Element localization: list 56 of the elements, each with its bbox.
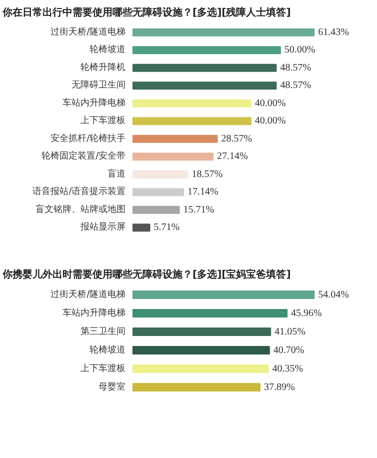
- data-label: 40.00%: [254, 116, 286, 127]
- data-label: 45.96%: [291, 308, 322, 319]
- bar: [132, 290, 315, 299]
- bar: [132, 82, 277, 90]
- data-label: 61.43%: [318, 26, 349, 38]
- data-label: 40.70%: [273, 344, 304, 356]
- bar: [132, 28, 315, 36]
- y-tick-label: 盲道: [108, 168, 126, 180]
- data-label: 40.35%: [272, 363, 304, 374]
- y-tick-label: 轮椅坡道: [90, 344, 126, 356]
- bar: [132, 117, 252, 126]
- y-tick-label: 母婴室: [98, 381, 126, 392]
- data-label: 40.00%: [254, 98, 286, 109]
- bar: [132, 99, 252, 108]
- bar: [132, 206, 180, 214]
- bar: [132, 46, 281, 54]
- y-tick-label: 车站内升降电梯: [62, 307, 126, 318]
- bar: [132, 152, 214, 161]
- y-tick-label: 报站显示屏: [80, 222, 126, 233]
- y-tick-label: 无障碍卫生间: [72, 80, 126, 91]
- bar: [132, 383, 260, 392]
- y-tick-label: 安全抓杆/轮椅扶手: [50, 132, 126, 144]
- data-label: 18.57%: [192, 168, 223, 180]
- data-label: 54.04%: [318, 289, 349, 300]
- bar: [132, 346, 270, 354]
- y-tick-label: 第三卫生间: [80, 326, 126, 337]
- y-tick-label: 盲文铭牌、站牌或地图: [36, 204, 126, 215]
- data-label: 37.89%: [264, 382, 295, 393]
- chart-title: 你携婴儿外出时需要使用哪些无障碍设施？[多选][宝妈宝爸填答]: [2, 268, 291, 280]
- data-label: 41.05%: [274, 326, 306, 338]
- bar: [132, 328, 272, 336]
- data-label: 28.57%: [221, 133, 252, 144]
- data-label: 17.14%: [188, 186, 218, 198]
- bar: [132, 364, 269, 373]
- y-tick-label: 轮椅升降机: [80, 62, 126, 73]
- y-tick-label: 上下车渡板: [80, 362, 126, 374]
- bar: [132, 64, 277, 72]
- bar: [132, 188, 184, 196]
- data-label: 15.71%: [183, 204, 214, 216]
- y-tick-label: 过街天桥/隧道电梯: [50, 26, 126, 38]
- y-tick-label: 过街天桥/隧道电梯: [50, 288, 126, 300]
- y-tick-label: 轮椅坡道: [90, 44, 126, 56]
- chart-title: 你在日常出行中需要使用哪些无障碍设施？[多选][残障人士填答]: [2, 6, 291, 18]
- data-label: 27.14%: [217, 151, 248, 162]
- bar: [132, 134, 218, 143]
- y-tick-label: 上下车渡板: [80, 115, 126, 126]
- data-label: 5.71%: [154, 222, 180, 234]
- bar: [132, 170, 188, 178]
- y-tick-label: 轮椅固定装置/安全带: [42, 150, 126, 162]
- data-label: 50.00%: [284, 44, 316, 56]
- data-label: 48.57%: [280, 80, 312, 92]
- y-tick-label: 车站内升降电梯: [62, 97, 126, 108]
- bar: [132, 224, 150, 232]
- data-label: 48.57%: [280, 62, 312, 74]
- y-tick-label: 语音报站/语音提示装置: [32, 186, 126, 198]
- bar: [132, 309, 288, 318]
